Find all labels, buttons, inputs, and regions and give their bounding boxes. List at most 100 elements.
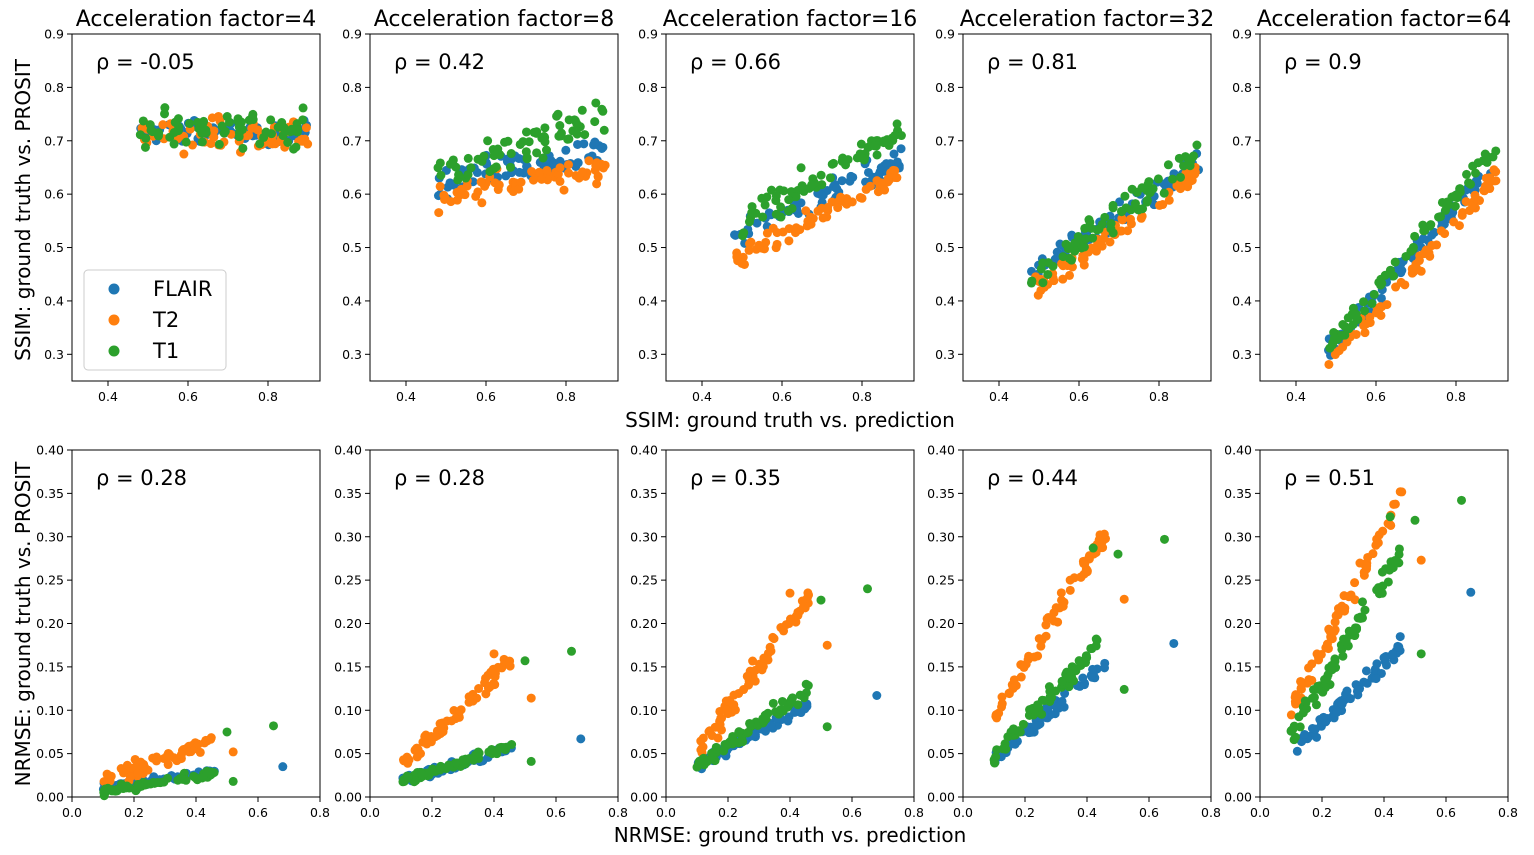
point-t1 [795, 690, 805, 700]
point-t1 [797, 181, 807, 191]
point-t2 [997, 699, 1007, 709]
point-t2 [729, 700, 739, 710]
point-t2 [1094, 535, 1104, 545]
point-t2 [1457, 210, 1467, 220]
point-t2 [1440, 229, 1450, 239]
point-t2 [1329, 627, 1339, 637]
point-t2 [698, 742, 708, 752]
point-t1 [1385, 512, 1395, 522]
point-t2 [1304, 663, 1314, 673]
point-t2 [1079, 558, 1089, 568]
point-t1 [757, 193, 767, 203]
point-t2 [206, 734, 216, 744]
point-t2 [438, 727, 448, 737]
x-tick-label: 0.0 [656, 805, 676, 820]
panel-title: Acceleration factor=64 [1257, 7, 1512, 32]
point-flair [1466, 587, 1476, 597]
point-t1 [518, 137, 528, 147]
point-flair [576, 734, 586, 744]
point-t2 [1036, 641, 1046, 651]
point-t1 [841, 160, 851, 170]
point-t1 [1037, 709, 1047, 719]
y-tick-label: 0.9 [638, 27, 658, 42]
point-t1 [771, 209, 781, 219]
rho-annotation: ρ = 0.81 [987, 50, 1078, 74]
point-t1 [1081, 651, 1091, 661]
point-t2 [804, 217, 814, 227]
point-flair [1394, 642, 1404, 652]
point-t2 [1056, 588, 1066, 598]
point-t2 [476, 177, 486, 187]
rho-annotation: ρ = 0.28 [96, 466, 187, 490]
point-flair [1427, 230, 1437, 240]
point-t2 [1126, 219, 1136, 229]
point-t1 [992, 745, 1002, 755]
y-tick-label: 0.15 [927, 659, 955, 674]
point-t1 [768, 698, 778, 708]
point-flair [881, 159, 891, 169]
point-t1 [1410, 515, 1420, 525]
point-t1 [788, 693, 798, 703]
axes-frame [369, 449, 619, 798]
point-flair [822, 186, 832, 196]
point-t1 [1416, 649, 1426, 659]
point-flair [889, 149, 899, 159]
point-t2 [1190, 169, 1200, 179]
y-tick-label: 0.8 [1232, 80, 1252, 95]
point-t2 [1471, 194, 1481, 204]
panel-title: Acceleration factor=8 [374, 7, 615, 32]
point-t2 [786, 614, 796, 624]
point-t1 [1367, 299, 1377, 309]
y-tick-label: 0.05 [334, 746, 362, 761]
point-t1 [521, 147, 531, 157]
point-t1 [214, 139, 224, 149]
point-t2 [266, 139, 276, 149]
y-tick-label: 0.3 [342, 347, 362, 362]
point-t1 [572, 119, 582, 129]
point-t1 [169, 127, 179, 137]
point-t1 [1298, 708, 1308, 718]
y-tick-label: 0.8 [935, 80, 955, 95]
y-tick-label: 0.15 [630, 659, 658, 674]
point-t1 [1300, 696, 1310, 706]
x-tick-label: 0.8 [1201, 805, 1221, 820]
point-t1 [1003, 732, 1013, 742]
x-tick-label: 0.2 [124, 805, 144, 820]
point-t2 [1389, 499, 1399, 509]
y-tick-label: 0.9 [935, 27, 955, 42]
x-tick-label: 0.0 [360, 805, 380, 820]
point-t1 [700, 758, 710, 768]
y-tick-label: 0.30 [334, 529, 362, 544]
x-tick-label: 0.6 [178, 389, 198, 404]
rho-annotation: ρ = 0.9 [1284, 50, 1362, 74]
point-t2 [474, 684, 484, 694]
point-t2 [434, 208, 444, 218]
point-t1 [489, 151, 499, 161]
point-t2 [855, 193, 865, 203]
x-tick-label: 0.8 [852, 389, 872, 404]
point-t1 [776, 202, 786, 212]
point-t1 [197, 128, 207, 138]
panel-ssim-8: 0.4 0.6 0.8 0.3 0.4 0.5 0.6 0.7 0.8 0.9 ρ = 0.42 Ac… [342, 7, 619, 404]
point-t2 [1009, 675, 1019, 685]
y-tick-label: 0.5 [342, 240, 362, 255]
legend: FLAIR T2 T1 [83, 269, 227, 371]
x-tick-label: 0.0 [62, 805, 82, 820]
point-t1 [189, 772, 199, 782]
point-t2 [1117, 214, 1127, 224]
point-t2 [1016, 672, 1026, 682]
point-t1 [135, 781, 145, 791]
point-t1 [298, 115, 308, 125]
point-t1 [1408, 242, 1418, 252]
point-t1 [463, 170, 473, 180]
point-t2 [1082, 567, 1092, 577]
y-tick-label: 0.20 [1224, 616, 1252, 631]
y-tick-label: 0.00 [334, 790, 362, 805]
point-t1 [1080, 223, 1090, 233]
point-t1 [503, 136, 513, 146]
point-t2 [206, 139, 216, 149]
point-t2 [836, 192, 846, 202]
point-t1 [990, 758, 1000, 768]
point-t1 [784, 195, 794, 205]
